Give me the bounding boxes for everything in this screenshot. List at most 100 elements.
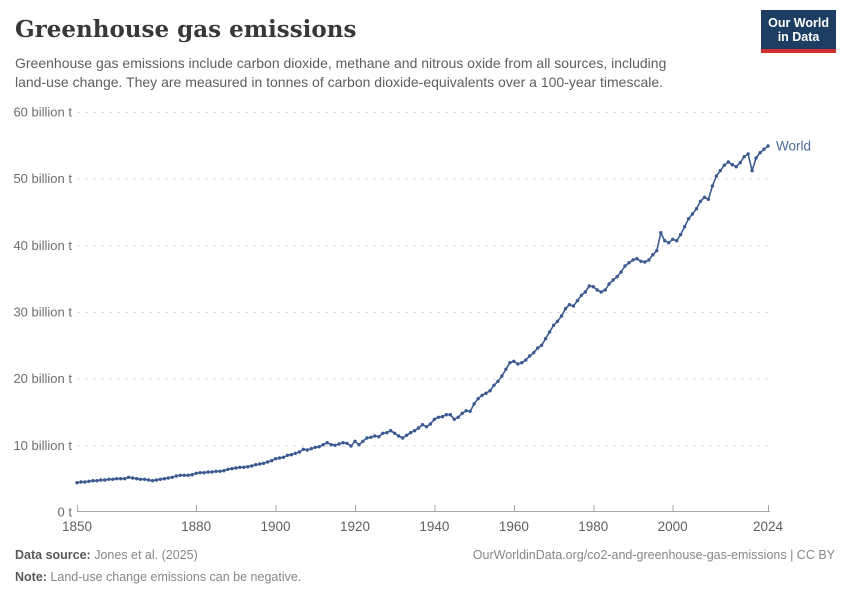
data-point-marker	[210, 470, 214, 474]
data-point-marker	[448, 413, 452, 417]
data-point-marker	[528, 354, 532, 358]
data-point-marker	[599, 290, 603, 294]
x-tick-label: 1880	[181, 519, 211, 534]
data-point-marker	[214, 469, 218, 473]
data-point-marker	[567, 303, 572, 307]
data-point-marker	[385, 431, 389, 435]
data-point-marker	[460, 411, 464, 415]
data-point-marker	[126, 475, 131, 479]
data-point-marker	[452, 417, 456, 421]
data-point-marker	[543, 337, 548, 341]
data-point-marker	[162, 477, 167, 481]
data-point-marker	[468, 409, 472, 413]
data-point-marker	[595, 288, 599, 292]
data-point-marker	[329, 443, 333, 447]
data-point-marker	[516, 362, 520, 366]
data-point-marker	[138, 477, 143, 481]
data-point-marker	[357, 443, 361, 447]
chart-note: Note: Land-use change emissions can be n…	[15, 569, 835, 585]
data-point-marker	[718, 169, 722, 173]
data-point-marker	[722, 163, 726, 167]
data-point-marker	[766, 144, 770, 148]
data-point-marker	[325, 441, 329, 445]
data-point-marker	[404, 433, 409, 437]
x-axis	[77, 505, 770, 512]
data-point-marker	[627, 261, 631, 265]
y-tick-label: 40 billion t	[13, 238, 72, 253]
owid-logo[interactable]: Our World in Data	[761, 10, 836, 53]
data-point-marker	[591, 285, 595, 289]
data-point-marker	[361, 439, 365, 443]
data-point-marker	[158, 477, 163, 481]
data-point-marker	[134, 477, 139, 481]
data-point-marker	[218, 469, 222, 473]
data-point-marker	[643, 260, 647, 264]
data-point-marker	[345, 441, 349, 445]
data-point-marker	[254, 463, 258, 467]
data-point-marker	[289, 453, 294, 457]
data-point-marker	[186, 473, 190, 477]
data-point-marker	[178, 473, 182, 477]
data-point-marker	[281, 455, 286, 459]
data-point-marker	[524, 358, 528, 362]
data-point-marker	[91, 479, 95, 483]
data-point-marker	[305, 448, 309, 452]
chart-header: Greenhouse gas emissions Greenhouse gas …	[0, 0, 850, 100]
data-point-marker	[587, 284, 591, 288]
data-point-marker	[79, 480, 83, 484]
data-point-marker	[555, 319, 560, 323]
data-point-marker	[432, 417, 437, 421]
data-point-marker	[678, 233, 683, 237]
subtitle-line-2: land-use change. They are measured in to…	[15, 74, 664, 90]
data-point-marker	[341, 441, 345, 445]
data-point-marker	[702, 195, 707, 199]
citation-link[interactable]: OurWorldinData.org/co2-and-greenhouse-ga…	[472, 548, 835, 562]
data-point-marker	[607, 282, 611, 286]
data-source-label: Data source:	[15, 548, 91, 562]
data-point-marker	[496, 379, 500, 383]
data-point-marker	[750, 169, 754, 173]
gridlines	[77, 112, 772, 447]
data-point-marker	[99, 478, 103, 482]
data-point-marker	[206, 470, 210, 474]
data-point-marker	[273, 457, 278, 461]
data-point-marker	[123, 477, 127, 481]
data-point-marker	[603, 288, 607, 292]
series-label-world: World	[776, 139, 811, 154]
data-point-marker	[659, 231, 663, 235]
data-point-marker	[115, 477, 119, 481]
data-point-marker	[202, 471, 206, 475]
page-title: Greenhouse gas emissions	[15, 16, 357, 43]
data-point-marker	[682, 225, 687, 229]
data-point-marker	[150, 479, 155, 483]
data-point-marker	[440, 415, 445, 419]
note-label: Note:	[15, 570, 47, 584]
data-point-marker	[261, 461, 266, 465]
data-point-marker	[381, 431, 385, 435]
data-point-marker	[285, 453, 290, 457]
data-point-marker	[83, 480, 87, 484]
data-point-marker	[393, 431, 397, 435]
data-point-marker	[250, 464, 254, 468]
y-tick-label: 0 t	[58, 505, 73, 520]
x-tick-label: 1850	[62, 519, 92, 534]
data-point-marker	[353, 439, 357, 443]
data-point-marker	[222, 469, 226, 473]
data-point-marker	[686, 217, 691, 221]
data-point-marker	[166, 476, 170, 480]
data-point-marker	[710, 184, 715, 188]
data-point-marker	[397, 434, 401, 438]
data-point-marker	[333, 443, 337, 447]
chart-subtitle: Greenhouse gas emissions include carbon …	[15, 54, 666, 92]
y-tick-label: 10 billion t	[13, 438, 72, 453]
data-point-marker	[706, 197, 711, 201]
data-point-marker	[428, 422, 433, 426]
data-point-marker	[170, 475, 174, 479]
data-source-value: Jones et al. (2025)	[90, 548, 198, 562]
data-point-marker	[476, 397, 480, 401]
data-point-marker	[408, 431, 413, 435]
data-point-marker	[738, 161, 742, 165]
data-point-marker	[520, 361, 524, 365]
x-tick-label: 1940	[419, 519, 449, 534]
data-point-marker	[154, 478, 159, 482]
